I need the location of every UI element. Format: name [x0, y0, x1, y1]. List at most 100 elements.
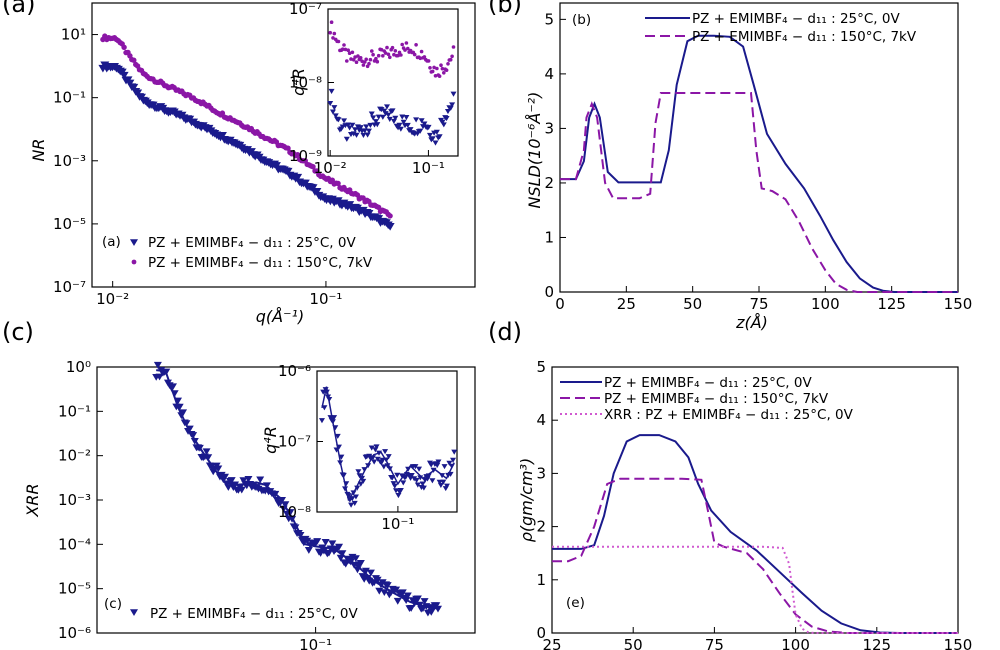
data-point: [398, 589, 407, 597]
data-point: [341, 118, 348, 124]
data-point: [425, 473, 432, 479]
data-point: [217, 131, 227, 140]
data-point: [430, 467, 437, 473]
panel-c-inset-frame: [316, 370, 458, 513]
panel-d-x-tick-label: 75: [705, 636, 724, 650]
panel-d-legend-2: XRR : PZ + EMIMBF₄ − d₁₁ : 25°C, 0V: [604, 407, 854, 423]
panel-c-y-tick-label: 10⁰: [66, 358, 91, 376]
data-point: [130, 239, 138, 246]
data-point: [131, 259, 137, 265]
data-point: [380, 464, 387, 470]
panel-d-x-tick-label: 25: [542, 636, 561, 650]
data-point: [403, 592, 412, 600]
data-point: [338, 550, 347, 558]
data-point: [433, 74, 438, 78]
data-point: [393, 597, 402, 605]
data-point: [383, 582, 392, 589]
data-point: [432, 602, 441, 610]
panel-a-x-tick-label: 10⁻²: [96, 290, 129, 308]
data-point: [374, 122, 381, 128]
data-point: [291, 524, 300, 532]
data-point: [433, 129, 440, 135]
data-point: [119, 71, 129, 80]
data-point: [428, 462, 435, 468]
data-point: [394, 472, 401, 478]
panel-b-x-tick-label: 75: [749, 295, 768, 313]
data-point: [413, 477, 420, 483]
panel-b-line-1: [560, 92, 958, 293]
data-point: [361, 128, 368, 134]
data-point: [417, 475, 424, 481]
data-point: [332, 31, 337, 36]
data-point: [437, 74, 442, 78]
data-point: [375, 204, 382, 210]
data-point: [383, 51, 388, 55]
series-PZ + EMIMBF₄ − d₁₁ : 150°C, 7kV: [100, 33, 393, 219]
data-point: [345, 59, 349, 63]
data-point: [337, 460, 344, 466]
data-point: [359, 475, 366, 482]
data-point: [368, 445, 375, 451]
panel-b-y-tick-label: 5: [544, 10, 554, 28]
data-point: [429, 136, 436, 142]
data-point: [328, 540, 337, 548]
data-point: [348, 502, 355, 508]
data-point: [175, 403, 184, 411]
data-point: [448, 57, 453, 62]
data-point: [182, 420, 191, 428]
data-point: [256, 476, 265, 484]
data-point: [396, 122, 403, 128]
data-point: [450, 457, 457, 463]
data-point: [349, 122, 356, 128]
data-point: [372, 119, 379, 125]
panel-a-legend-1: PZ + EMIMBF₄ − d₁₁ : 150°C, 7kV: [148, 255, 373, 271]
data-point: [415, 601, 424, 609]
data-point: [400, 42, 405, 47]
data-point: [432, 65, 436, 70]
data-point: [326, 396, 333, 403]
panel-b-xlabel: z(Å): [735, 313, 768, 332]
data-point: [294, 152, 301, 158]
data-point: [399, 53, 403, 57]
data-point: [202, 448, 211, 456]
data-point: [336, 554, 345, 562]
data-point: [351, 555, 360, 563]
data-point: [214, 465, 223, 473]
data-point: [402, 597, 411, 605]
data-point: [121, 44, 127, 50]
data-point: [378, 107, 385, 113]
panel-c-ylabel: XRR: [23, 483, 42, 517]
data-point: [321, 405, 328, 411]
data-point: [370, 115, 377, 121]
data-point: [328, 88, 335, 94]
data-point: [353, 132, 360, 138]
data-point: [441, 464, 448, 470]
data-point: [130, 609, 138, 616]
data-point: [352, 127, 359, 133]
panel-c-legend-0: PZ + EMIMBF₄ − d₁₁ : 25°C, 0V: [150, 606, 358, 622]
data-point: [367, 122, 374, 128]
data-point: [417, 128, 424, 134]
data-point: [346, 125, 353, 131]
data-point: [370, 49, 374, 53]
data-point: [335, 444, 342, 450]
data-point: [296, 531, 305, 539]
data-point: [399, 114, 406, 120]
panel-c-y-tick-label: 10⁻⁵: [58, 580, 91, 598]
data-point: [412, 464, 419, 470]
data-point: [374, 56, 378, 61]
data-point: [404, 41, 409, 45]
data-point: [375, 114, 382, 120]
panel-d-x-tick-label: 50: [624, 636, 643, 650]
data-point: [379, 47, 384, 52]
panel-a-inner-label: (a): [102, 234, 121, 250]
panel-a-y-tick-label: 10⁻¹: [53, 89, 86, 107]
data-point: [450, 54, 454, 59]
panel-d-y-tick-label: 2: [536, 518, 546, 536]
data-point: [358, 56, 363, 60]
data-point: [444, 108, 451, 115]
data-point: [350, 131, 357, 137]
data-point: [436, 134, 443, 140]
data-point: [329, 109, 336, 115]
data-point: [185, 425, 194, 433]
